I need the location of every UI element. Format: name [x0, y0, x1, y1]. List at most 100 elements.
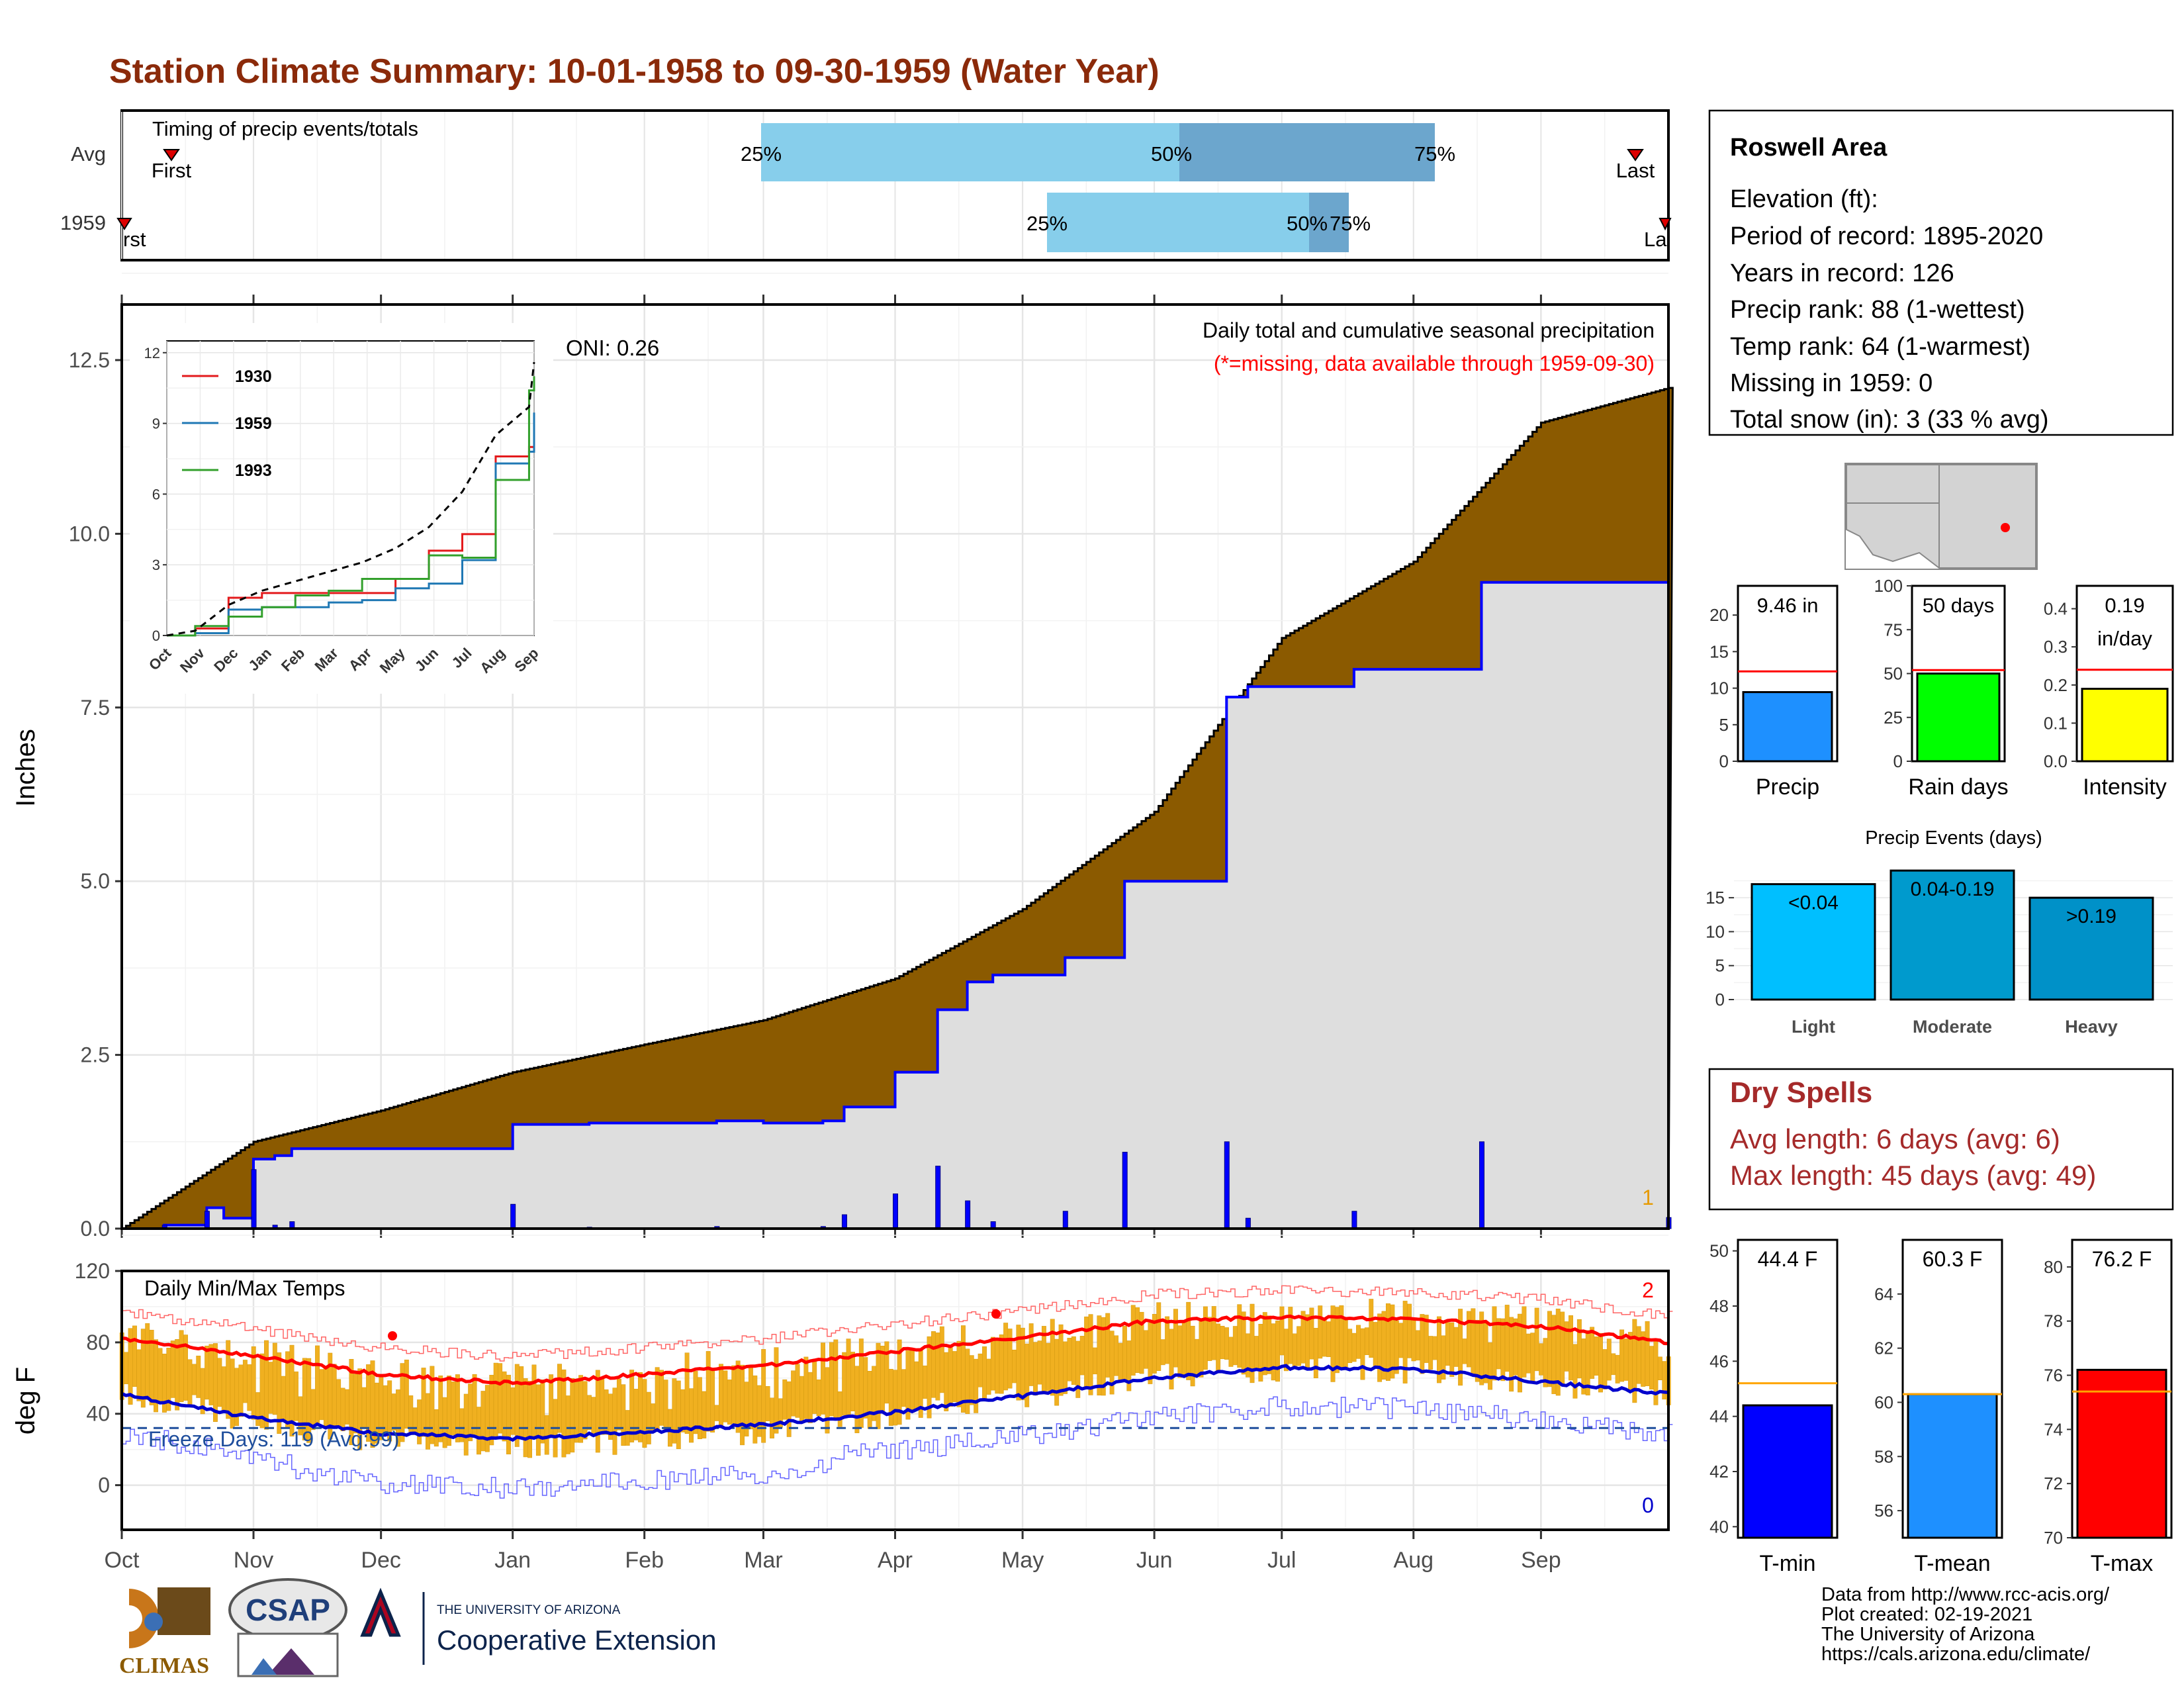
daily-temp-bar	[293, 1371, 298, 1421]
daily-temp-bar	[1369, 1299, 1374, 1358]
summary-bar-1-value-bar	[1916, 673, 2001, 763]
daily-temp-bar	[570, 1378, 575, 1453]
temp-summary-bar-0-tick-label: 46	[1709, 1351, 1729, 1371]
daily-temp-bar	[145, 1323, 150, 1400]
daily-temp-bar	[854, 1366, 860, 1433]
precip-ytick-label: 2.5	[81, 1043, 110, 1067]
daily-temp-bar	[345, 1389, 349, 1425]
daily-temp-bar	[1594, 1336, 1599, 1376]
daily-temp-bar	[914, 1361, 919, 1411]
dry-spells-avg: Avg length: 6 days (avg: 6)	[1730, 1123, 2060, 1154]
daily-temp-bar	[1012, 1349, 1017, 1383]
daily-temp-bar	[825, 1367, 830, 1434]
daily-temp-bar	[663, 1380, 668, 1430]
daily-temp-bar	[1402, 1301, 1408, 1383]
daily-temp-bar	[574, 1380, 579, 1443]
summary-bar-1-tick-label: 50	[1884, 664, 1903, 684]
daily-temp-bar	[1160, 1339, 1165, 1366]
temp-summary-bar-0-value-text: 44.4 F	[1758, 1247, 1818, 1271]
daily-temp-bar	[480, 1391, 486, 1452]
dry-spells-box: Dry Spells Avg length: 6 days (avg: 6) M…	[1708, 1068, 2174, 1211]
daily-temp-bar	[1657, 1356, 1662, 1380]
timing-avg-p50: 50%	[1151, 142, 1192, 165]
daily-temp-bar	[705, 1351, 711, 1432]
precip-ytick-label: 7.5	[81, 696, 110, 720]
precip-daily-bar	[204, 1211, 210, 1229]
daily-temp-bar	[1297, 1326, 1302, 1366]
events-tick-label: 10	[1706, 921, 1725, 941]
daily-temp-bar	[170, 1340, 175, 1398]
timing-row-avg-label: Avg	[71, 142, 106, 165]
precip-daily-bar	[1224, 1141, 1230, 1229]
daily-temp-bar	[489, 1374, 494, 1446]
daily-temp-bar	[455, 1374, 460, 1442]
daily-temp-bar	[426, 1393, 430, 1450]
daily-temp-bar	[217, 1358, 222, 1407]
month-label: Oct	[105, 1548, 140, 1573]
daily-temp-bar	[1462, 1338, 1467, 1364]
daily-temp-bar	[1169, 1329, 1174, 1389]
timing-year-bar-early	[1047, 193, 1309, 252]
month-label: Nov	[234, 1548, 273, 1573]
daily-temp-bar	[612, 1387, 617, 1455]
daily-temp-bar	[1216, 1323, 1221, 1373]
daily-temp-bar	[616, 1378, 621, 1430]
daily-temp-bar	[876, 1342, 881, 1429]
summary-bar-2-tick-label: 0.4	[2044, 599, 2068, 619]
daily-temp-bar	[1237, 1304, 1242, 1368]
timing-year-last-label: La	[1644, 228, 1667, 251]
daily-temp-bar	[821, 1342, 826, 1415]
daily-temp-bar	[807, 1372, 813, 1423]
daily-temp-bar	[752, 1375, 758, 1444]
daily-temp-bar	[514, 1364, 520, 1447]
events-bar-label: Light	[1792, 1017, 1835, 1037]
daily-temp-bar	[208, 1344, 214, 1405]
daily-temp-bar	[659, 1370, 664, 1426]
daily-temp-bar	[591, 1397, 596, 1437]
daily-temp-bar	[923, 1365, 928, 1399]
precip-daily-bar	[1122, 1152, 1128, 1229]
daily-temp-bar	[1003, 1323, 1009, 1391]
timing-avg-first-label: First	[152, 159, 192, 182]
summary-bar-1-tick-label: 100	[1874, 576, 1903, 596]
daily-temp-bar	[1050, 1319, 1055, 1396]
temperature-summary-bars: 40 42 44 46 48 50 44.4 F T-min 56 58 60 62 64 60.3 F T…	[1709, 1239, 2173, 1576]
temp-panel: 0 40 80 120 Daily Min/Max Temps Freeze Days…	[11, 1235, 1673, 1573]
daily-temp-bar	[1211, 1306, 1216, 1360]
temp-summary-bar-2-tick-label: 70	[2044, 1528, 2063, 1548]
daily-temp-bar	[230, 1358, 235, 1429]
record-high-line	[122, 1285, 1673, 1362]
daily-temp-bar	[1377, 1313, 1383, 1382]
daily-temp-bar	[1028, 1323, 1034, 1386]
timing-avg-last-marker	[1627, 149, 1644, 162]
daily-temp-bar	[586, 1395, 592, 1430]
daily-temp-bar	[187, 1359, 193, 1405]
daily-temp-bar	[1411, 1319, 1416, 1362]
footer-url: https://cals.arizona.edu/climate/	[1821, 1644, 2091, 1665]
daily-temp-bar	[1394, 1321, 1399, 1374]
temp-summary-bar-0-tick-label: 42	[1709, 1462, 1729, 1481]
inset-legend-label: 1930	[235, 367, 272, 386]
inset-ytick-label: 6	[152, 486, 160, 502]
page-title: Station Climate Summary: 10-01-1958 to 0…	[109, 52, 1160, 91]
inset-ytick-label: 9	[152, 416, 160, 432]
daily-temp-bar	[315, 1345, 320, 1425]
daily-temp-bar	[1267, 1315, 1272, 1374]
daily-temp-bar	[1636, 1326, 1641, 1384]
events-bar-range: <0.04	[1788, 892, 1839, 914]
daily-temp-bar	[319, 1369, 324, 1421]
daily-temp-bar	[978, 1353, 983, 1387]
temp-summary-bar-0-tick-label: 50	[1709, 1241, 1729, 1261]
daily-temp-bar	[353, 1374, 358, 1434]
timing-year-first-marker	[116, 218, 132, 230]
daily-temp-bar	[519, 1366, 524, 1438]
daily-temp-bar	[714, 1405, 719, 1421]
daily-temp-bar	[655, 1367, 660, 1431]
summary-bar-1-tick-label: 0	[1893, 751, 1903, 771]
timing-avg-bar-early	[761, 123, 1179, 181]
daily-temp-bar	[689, 1388, 694, 1443]
daily-temp-bar	[124, 1352, 129, 1384]
daily-temp-bar	[1033, 1342, 1038, 1396]
temp-summary-bar-0-label: T-min	[1760, 1551, 1816, 1576]
